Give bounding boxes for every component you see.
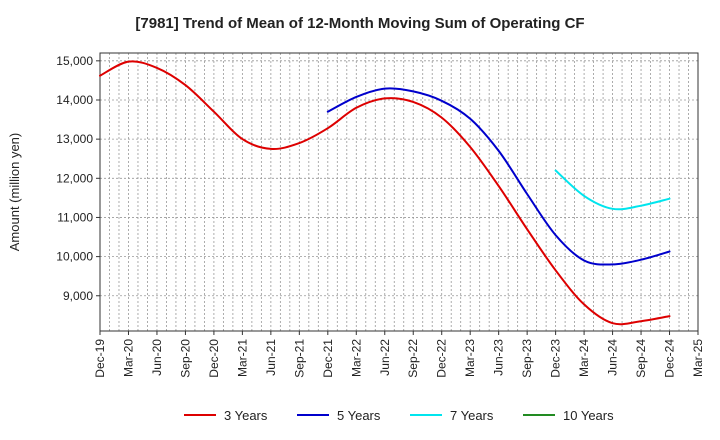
- legend: 3 Years 5 Years 7 Years 10 Years: [184, 408, 614, 423]
- series-line-5-years: [326, 87, 671, 266]
- x-tick-label: Mar-21: [235, 339, 249, 377]
- x-tick-label: Dec-23: [549, 339, 563, 378]
- x-tick-label: Mar-22: [349, 339, 363, 377]
- y-tick-label: 9,000: [63, 289, 93, 303]
- y-tick-label: 11,000: [57, 210, 93, 224]
- y-tick-label: 10,000: [56, 250, 93, 264]
- x-tick-label: Dec-19: [93, 339, 107, 378]
- x-tick-label: Sep-24: [634, 339, 648, 378]
- y-tick-label: 15,000: [56, 54, 93, 68]
- y-axis: 9,000 10,000 11,000 12,000 13,000 14,000 15,00…: [56, 54, 100, 303]
- legend-label-3-years: 3 Years: [224, 408, 268, 423]
- x-tick-label: Jun-20: [150, 339, 164, 376]
- y-tick-label: 14,000: [56, 93, 93, 107]
- x-axis: Dec-19 Mar-20 Jun-20 Sep-20 Dec-20 Mar-21 Jun-…: [93, 331, 705, 378]
- x-tick-label: Sep-22: [406, 339, 420, 378]
- grid: [99, 53, 699, 331]
- series-line-7-years: [554, 169, 671, 211]
- x-tick-label: Sep-21: [292, 339, 306, 378]
- legend-label-10-years: 10 Years: [563, 408, 614, 423]
- x-tick-label: Jun-22: [378, 339, 392, 376]
- chart-title: [7981] Trend of Mean of 12-Month Moving …: [135, 15, 584, 32]
- series-line-3-years: [99, 60, 671, 326]
- x-tick-label: Jun-23: [492, 339, 506, 376]
- x-tick-label: Mar-25: [691, 339, 705, 377]
- legend-label-5-years: 5 Years: [337, 408, 381, 423]
- x-tick-label: Dec-20: [207, 339, 221, 378]
- x-tick-label: Sep-20: [178, 339, 192, 378]
- x-tick-label: Mar-24: [577, 339, 591, 377]
- x-tick-label: Jun-24: [606, 339, 620, 376]
- x-tick-label: Mar-23: [463, 339, 477, 377]
- x-tick-label: Mar-20: [121, 339, 135, 377]
- y-tick-label: 12,000: [56, 171, 93, 185]
- series-group: [99, 60, 671, 326]
- plot-area: [99, 52, 699, 332]
- x-tick-label: Jun-21: [264, 339, 278, 376]
- x-tick-label: Sep-23: [520, 339, 534, 378]
- x-tick-label: Dec-22: [435, 339, 449, 378]
- x-tick-label: Dec-21: [321, 339, 335, 378]
- y-tick-label: 13,000: [56, 132, 93, 146]
- legend-label-7-years: 7 Years: [450, 408, 494, 423]
- y-axis-label: Amount (million yen): [7, 133, 22, 252]
- x-tick-label: Dec-24: [663, 339, 677, 378]
